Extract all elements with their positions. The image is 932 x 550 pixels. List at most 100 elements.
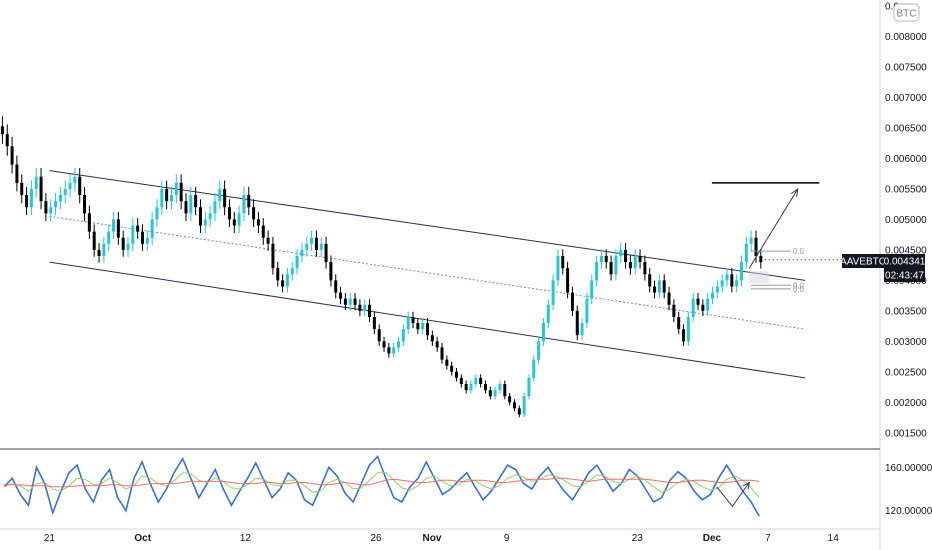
candle-body[interactable] [556,256,560,281]
candle-body[interactable] [445,359,449,366]
candle-body[interactable] [730,274,734,287]
candle-body[interactable] [131,225,135,244]
candle-body[interactable] [493,390,497,397]
candle-body[interactable] [107,231,111,244]
candle-body[interactable] [537,341,541,360]
candle-body[interactable] [435,341,439,348]
candle-body[interactable] [711,292,715,299]
candle-body[interactable] [739,262,743,281]
candle-body[interactable] [667,292,671,305]
candle-body[interactable] [638,256,642,263]
candle-body[interactable] [508,396,512,403]
candle-body[interactable] [416,323,420,330]
osc-main-line[interactable] [3,455,760,517]
candle-body[interactable] [677,316,681,330]
candle-body[interactable] [300,249,304,256]
candle-body[interactable] [97,249,101,256]
candle-body[interactable] [0,126,4,135]
candle-body[interactable] [720,280,724,287]
candle-body[interactable] [348,298,352,305]
candle-body[interactable] [189,195,193,214]
candle-body[interactable] [295,256,299,269]
candle-body[interactable] [580,323,584,336]
candle-body[interactable] [256,219,260,226]
candle-body[interactable] [411,316,415,324]
candle-body[interactable] [343,298,347,305]
candle-body[interactable] [126,243,130,250]
candle-body[interactable] [116,219,120,238]
candle-body[interactable] [223,188,227,208]
candle-body[interactable] [440,347,444,360]
candle-body[interactable] [68,182,72,189]
candle-body[interactable] [392,347,396,354]
candle-body[interactable] [121,237,125,250]
candle-body[interactable] [426,323,430,336]
candle-body[interactable] [686,316,690,342]
candle-body[interactable] [324,243,328,263]
candle-body[interactable] [672,304,676,317]
candle-body[interactable] [213,201,217,214]
candle-body[interactable] [503,384,507,397]
candle-body[interactable] [73,176,77,183]
candle-body[interactable] [566,268,570,293]
candle-body[interactable] [150,219,154,238]
candle-body[interactable] [682,329,686,342]
candle-body[interactable] [247,195,251,208]
candle-body[interactable] [735,280,739,287]
candle-body[interactable] [87,213,91,232]
candle-body[interactable] [5,134,9,147]
candle-body[interactable] [179,182,183,202]
candle-body[interactable] [334,280,338,293]
candle-body[interactable] [314,237,318,250]
candle-body[interactable] [633,256,637,269]
candle-body[interactable] [184,201,188,214]
candle-body[interactable] [194,195,198,208]
candle-body[interactable] [648,274,652,287]
osc-slow-line[interactable] [4,477,760,488]
candle-body[interactable] [754,237,758,256]
candle-body[interactable] [512,402,516,409]
candle-body[interactable] [78,176,82,196]
candle-body[interactable] [749,237,753,244]
candle-body[interactable] [276,268,280,281]
candle-body[interactable] [517,408,521,415]
candle-body[interactable] [662,280,666,293]
projection-arrow[interactable] [748,188,799,269]
candle-body[interactable] [10,146,14,165]
oscillator-pane[interactable] [3,455,760,517]
candle-body[interactable] [624,249,628,263]
candle-body[interactable] [701,304,705,311]
candle-body[interactable] [459,377,463,384]
candle-body[interactable] [450,365,454,372]
candle-body[interactable] [464,384,468,391]
candle-body[interactable] [25,195,29,208]
currency-badge[interactable]: BTC [893,3,920,22]
candle-body[interactable] [483,384,487,391]
candle-body[interactable] [368,304,372,317]
candle-body[interactable] [92,231,96,250]
candle-body[interactable] [83,195,87,214]
candle-body[interactable] [208,213,212,220]
candle-body[interactable] [454,371,458,378]
candle-body[interactable] [261,225,265,238]
candle-body[interactable] [372,316,376,330]
candle-body[interactable] [706,298,710,311]
candle-body[interactable] [49,207,53,214]
candle-body[interactable] [599,256,603,263]
candle-body[interactable] [329,262,333,281]
candle-body[interactable] [498,384,502,391]
candle-body[interactable] [169,195,173,202]
candle-body[interactable] [174,182,178,196]
price-pane[interactable]: 0.00.00.0 [0,116,880,418]
candle-body[interactable] [29,188,33,208]
candle-body[interactable] [285,274,289,287]
candle-body[interactable] [387,347,391,354]
candle-body[interactable] [585,298,589,324]
candle-body[interactable] [469,384,473,391]
candle-body[interactable] [725,274,729,281]
candle-body[interactable] [227,207,231,220]
candle-body[interactable] [242,195,246,214]
candle-body[interactable] [619,249,623,256]
candle-body[interactable] [198,207,202,226]
candle-body[interactable] [561,256,565,269]
